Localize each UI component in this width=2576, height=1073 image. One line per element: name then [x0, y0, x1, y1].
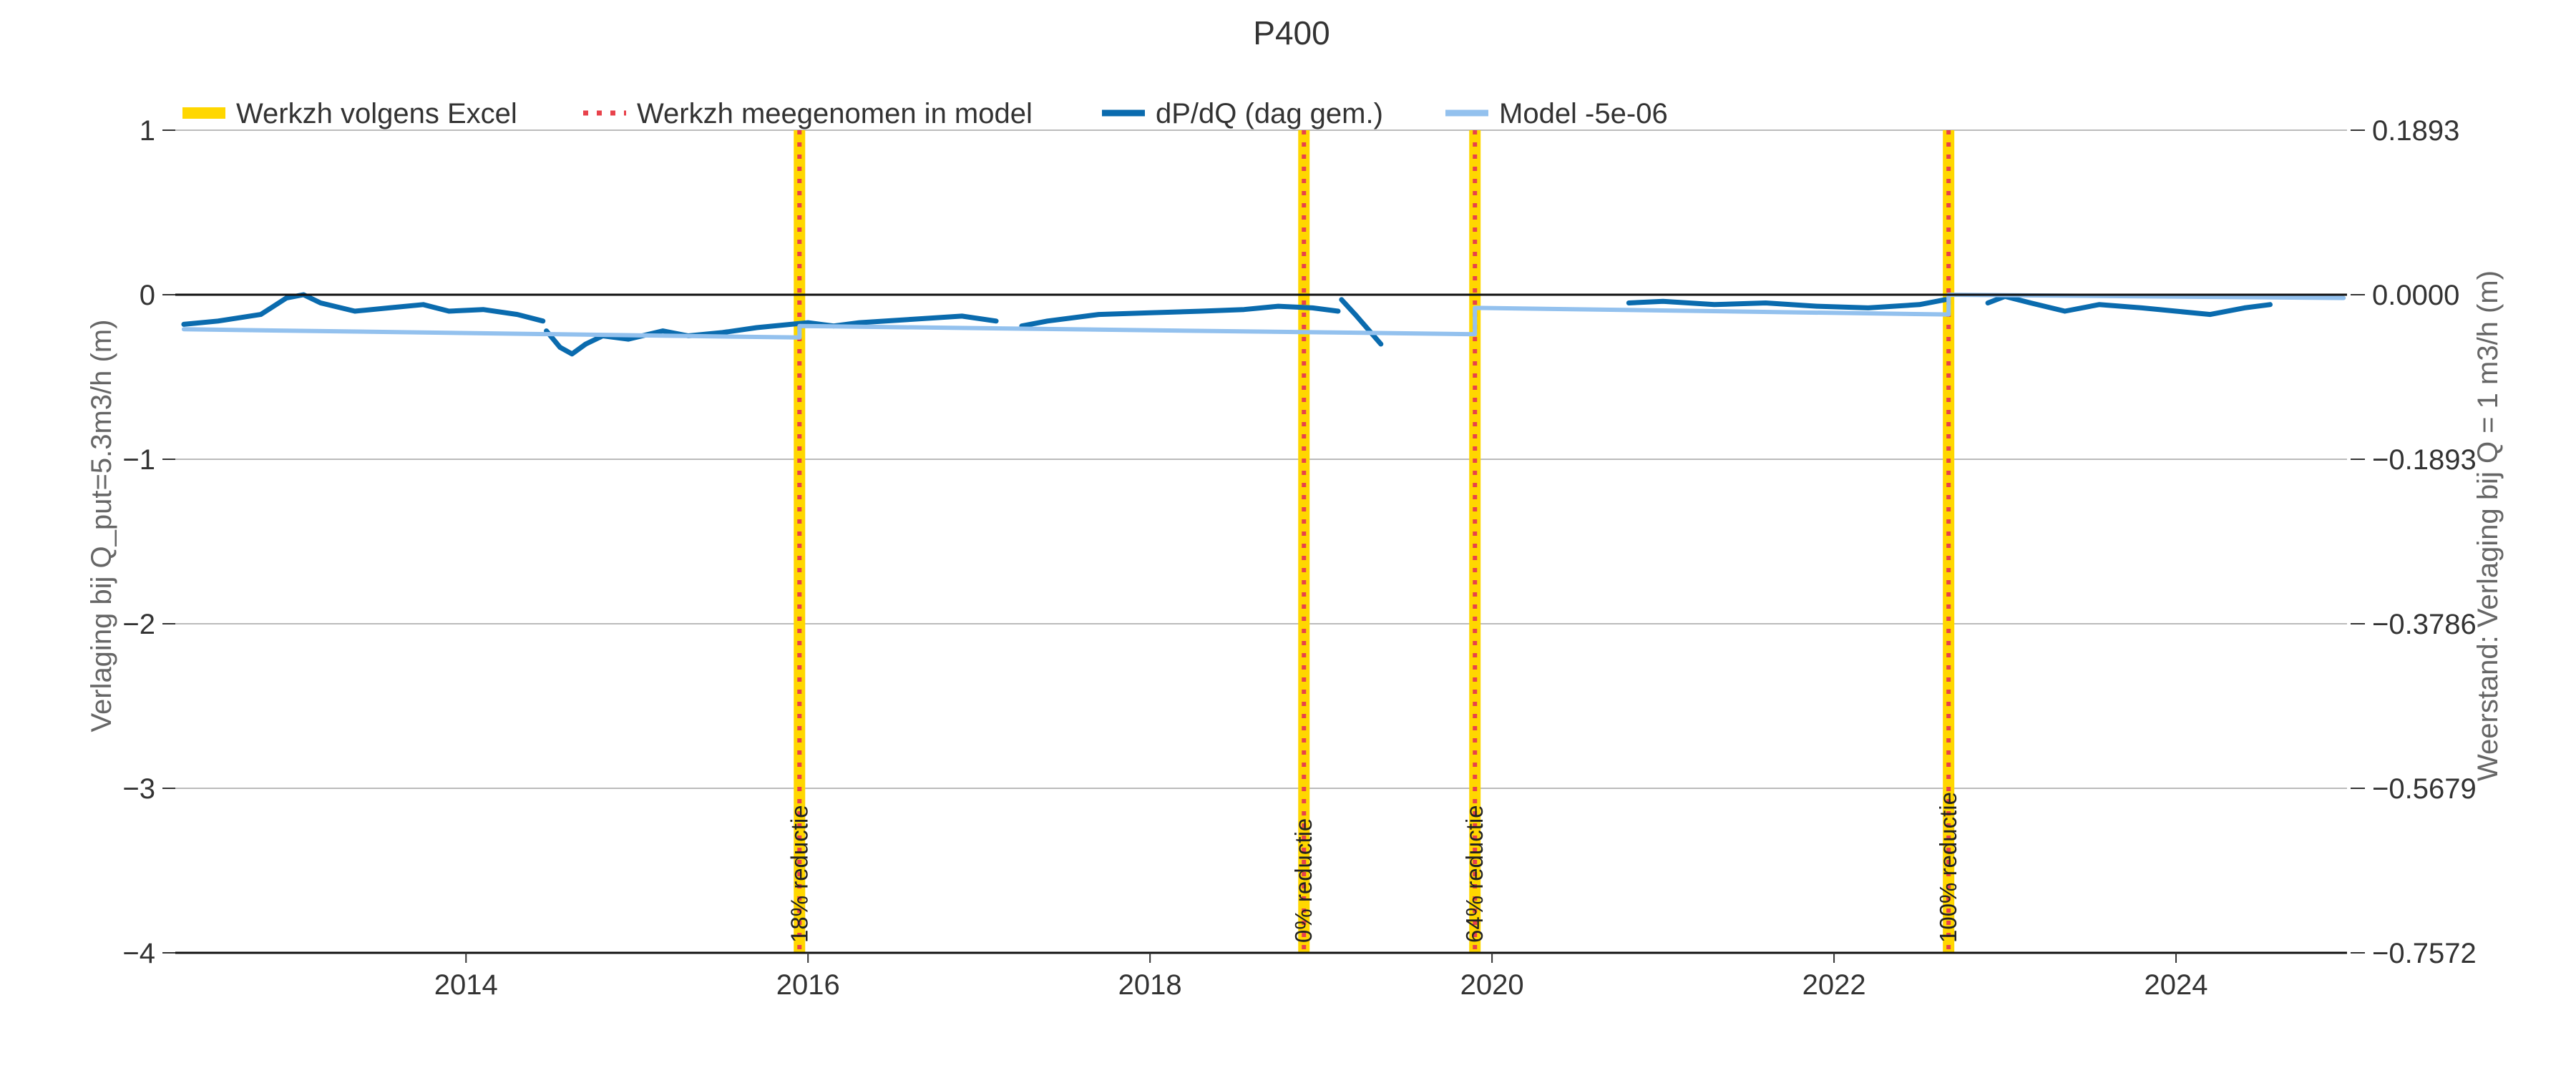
series-line-dpdq: [1985, 293, 2273, 318]
series-line-model: [181, 293, 2346, 340]
series-line-dpdq: [181, 292, 546, 327]
y-tick-label-left: −3: [122, 773, 155, 805]
legend-label-model-werkzh: Werkzh meegenomen in model: [637, 98, 1033, 129]
event-label: 64% reductie: [1461, 805, 1488, 943]
chart-title: P400: [1253, 14, 1330, 52]
series-line-dpdq: [1339, 297, 1384, 347]
y-axis-label-left: Verlaging bij Q_put=5.3m3/h (m): [86, 320, 117, 733]
x-tick-label: 2016: [776, 969, 840, 1001]
grid-layer: [175, 129, 2347, 789]
event-layer: [794, 130, 1955, 953]
y-tick-label-right: −0.3786: [2372, 609, 2477, 640]
legend-label-model: Model -5e-06: [1499, 98, 1668, 129]
y-tick-label-right: 0.1893: [2372, 115, 2459, 147]
series-line-dpdq: [1019, 303, 1341, 329]
y-tick-label-left: −1: [122, 444, 155, 476]
x-tick-label: 2024: [2145, 969, 2208, 1001]
x-tick-label: 2020: [1460, 969, 1524, 1001]
y-tick-label-right: −0.7572: [2372, 938, 2477, 969]
legend-label-dpdq: dP/dQ (dag gem.): [1156, 98, 1383, 129]
y-tick-label-right: 0.0000: [2372, 280, 2459, 311]
y-tick-label-right: −0.1893: [2372, 444, 2477, 476]
y-tick-label-left: −2: [122, 609, 155, 640]
event-label-layer: 18% reductie 0% reductie 64% reductie 100% …: [786, 792, 1961, 943]
x-tick-label: 2022: [1802, 969, 1866, 1001]
series-line-dpdq: [544, 313, 999, 357]
event-label: 100% reductie: [1935, 792, 1961, 943]
legend: Werkzh volgens Excel Werkzh meegenomen i…: [182, 98, 1668, 129]
legend-label-excel: Werkzh volgens Excel: [236, 98, 517, 129]
legend-item-excel[interactable]: Werkzh volgens Excel: [182, 98, 517, 129]
series-layer: [181, 292, 2346, 357]
y-tick-label-left: −4: [122, 938, 155, 969]
event-label: 0% reductie: [1290, 818, 1317, 943]
legend-item-model-werkzh[interactable]: Werkzh meegenomen in model: [583, 98, 1033, 129]
y-tick-label-left: 1: [140, 115, 155, 147]
legend-item-model[interactable]: Model -5e-06: [1445, 98, 1668, 129]
y-tick-label-right: −0.5679: [2372, 773, 2477, 805]
series-line-dpdq: [1626, 297, 1948, 310]
y-tick-label-left: 0: [140, 280, 155, 311]
y-axis-label-right: Weerstand: Verlaging bij Q = 1 m3/h (m): [2472, 270, 2504, 781]
legend-item-dpdq[interactable]: dP/dQ (dag gem.): [1102, 98, 1383, 129]
event-label: 18% reductie: [786, 805, 812, 943]
x-tick-label: 2014: [434, 969, 498, 1001]
axis-layer: 1 0.1893 0 0.0000 −1 −0.1893 −2 −0.3786 −3 −0.567…: [122, 115, 2476, 1001]
x-tick-label: 2018: [1118, 969, 1182, 1001]
